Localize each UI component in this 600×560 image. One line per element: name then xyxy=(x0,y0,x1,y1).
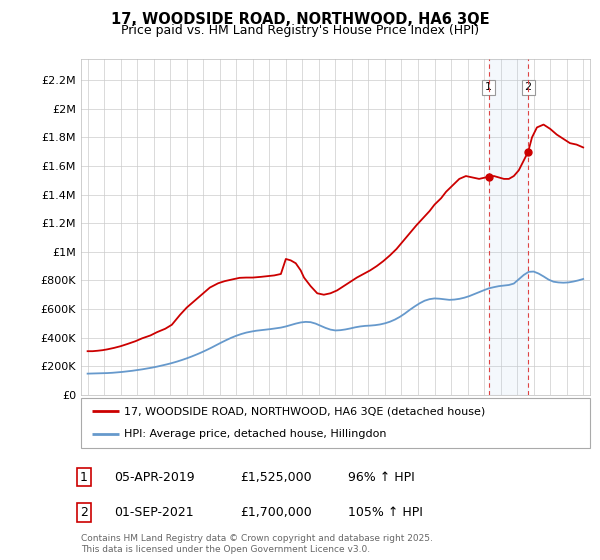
Text: 17, WOODSIDE ROAD, NORTHWOOD, HA6 3QE (detached house): 17, WOODSIDE ROAD, NORTHWOOD, HA6 3QE (d… xyxy=(124,406,485,416)
Text: 1: 1 xyxy=(80,470,88,484)
Text: HPI: Average price, detached house, Hillingdon: HPI: Average price, detached house, Hill… xyxy=(124,430,387,440)
Text: 1: 1 xyxy=(485,82,492,92)
Text: 05-APR-2019: 05-APR-2019 xyxy=(114,470,194,484)
Text: 17, WOODSIDE ROAD, NORTHWOOD, HA6 3QE: 17, WOODSIDE ROAD, NORTHWOOD, HA6 3QE xyxy=(110,12,490,27)
Text: 01-SEP-2021: 01-SEP-2021 xyxy=(114,506,194,519)
Bar xyxy=(488,59,528,395)
Text: 2: 2 xyxy=(80,506,88,519)
Text: 105% ↑ HPI: 105% ↑ HPI xyxy=(348,506,423,519)
Text: Price paid vs. HM Land Registry's House Price Index (HPI): Price paid vs. HM Land Registry's House … xyxy=(121,24,479,37)
FancyBboxPatch shape xyxy=(81,398,590,448)
Text: Contains HM Land Registry data © Crown copyright and database right 2025.
This d: Contains HM Land Registry data © Crown c… xyxy=(81,534,433,554)
Text: 2: 2 xyxy=(524,82,532,92)
Text: 96% ↑ HPI: 96% ↑ HPI xyxy=(348,470,415,484)
Text: £1,700,000: £1,700,000 xyxy=(240,506,312,519)
Text: £1,525,000: £1,525,000 xyxy=(240,470,311,484)
